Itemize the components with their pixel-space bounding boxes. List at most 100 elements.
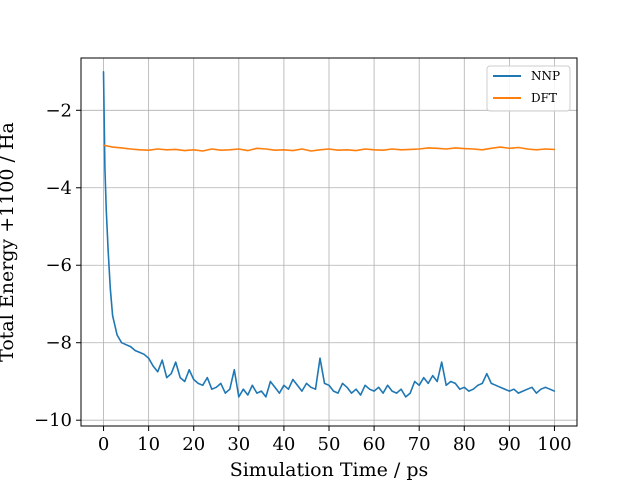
data-point-nnp <box>197 382 199 384</box>
data-point-dft <box>102 144 105 146</box>
data-point-nnp <box>211 388 213 390</box>
data-point-nnp <box>274 386 276 388</box>
data-point-dft <box>184 150 186 152</box>
legend-label-dft: DFT <box>531 91 557 105</box>
legend: NNP DFT <box>486 65 571 112</box>
data-point-dft <box>220 149 222 151</box>
data-point-nnp <box>109 287 111 290</box>
data-point-dft <box>445 148 447 150</box>
data-point-dft <box>382 149 384 151</box>
legend-label-nnp: NNP <box>531 69 560 83</box>
data-point-nnp <box>104 167 106 169</box>
data-point-nnp <box>360 394 362 396</box>
data-point-nnp <box>477 384 479 386</box>
data-point-nnp <box>157 371 159 373</box>
x-tick-label: 90 <box>498 434 521 455</box>
data-point-dft <box>310 150 312 152</box>
x-tick-label: 10 <box>137 434 160 455</box>
data-point-nnp <box>229 388 231 390</box>
data-point-dft <box>112 146 114 148</box>
data-point-dft <box>400 149 402 151</box>
data-point-nnp <box>143 353 145 355</box>
data-point-dft <box>481 149 483 151</box>
data-point-nnp <box>319 357 321 359</box>
data-point-nnp <box>535 392 538 394</box>
data-point-dft <box>490 147 492 149</box>
data-point-dft <box>499 146 501 148</box>
data-point-nnp <box>454 382 456 384</box>
data-point-nnp <box>409 392 411 394</box>
data-point-nnp <box>265 396 267 398</box>
data-point-nnp <box>170 373 172 375</box>
data-point-nnp <box>387 384 389 386</box>
data-point-dft <box>337 149 339 151</box>
data-point-nnp <box>152 365 154 367</box>
data-point-nnp <box>188 369 190 371</box>
data-point-nnp <box>364 384 366 386</box>
data-point-nnp <box>332 390 335 392</box>
data-point-nnp <box>283 384 285 386</box>
data-point-dft <box>436 147 438 149</box>
data-point-dft <box>130 148 132 150</box>
data-point-dft <box>193 149 195 151</box>
data-point-nnp <box>220 382 222 384</box>
data-point-nnp <box>251 384 253 386</box>
data-point-nnp <box>260 390 262 392</box>
data-point-nnp <box>202 384 204 386</box>
data-point-nnp <box>130 346 132 348</box>
data-point-nnp <box>269 380 271 383</box>
data-point-dft <box>139 149 141 151</box>
data-point-nnp <box>450 380 452 383</box>
y-tick-label: −4 <box>45 178 72 199</box>
data-point-dft <box>238 148 240 150</box>
data-point-nnp <box>481 382 483 384</box>
data-point-nnp <box>256 392 258 394</box>
data-point-nnp <box>296 384 298 386</box>
data-point-nnp <box>310 386 312 388</box>
data-point-dft <box>526 148 529 150</box>
data-point-nnp <box>179 377 181 379</box>
data-point-nnp <box>405 396 407 398</box>
data-point-dft <box>166 149 168 151</box>
data-point-dft <box>328 148 330 150</box>
data-point-nnp <box>314 388 317 390</box>
data-point-nnp <box>323 382 326 384</box>
data-point-nnp <box>242 388 244 390</box>
data-point-nnp <box>382 392 384 394</box>
data-point-nnp <box>549 388 551 390</box>
data-point-nnp <box>517 392 520 394</box>
data-point-dft <box>553 148 556 150</box>
data-point-nnp <box>112 315 114 317</box>
data-point-nnp <box>233 369 235 371</box>
x-tick-label: 30 <box>227 434 250 455</box>
x-tick-label: 40 <box>272 434 295 455</box>
y-tick-label: −8 <box>45 333 72 354</box>
data-point-nnp <box>414 380 416 383</box>
data-point-dft <box>283 149 285 151</box>
data-point-nnp <box>540 388 542 390</box>
data-point-nnp <box>337 392 339 394</box>
x-tick-label: 60 <box>363 434 386 455</box>
data-point-nnp <box>184 380 186 383</box>
data-point-dft <box>211 148 213 150</box>
data-point-dft <box>157 148 159 150</box>
data-point-nnp <box>116 334 118 336</box>
data-point-nnp <box>206 377 208 379</box>
data-point-nnp <box>134 349 136 352</box>
data-point-dft <box>364 148 366 150</box>
data-point-dft <box>373 149 375 151</box>
data-point-dft <box>256 147 258 149</box>
data-point-nnp <box>278 392 280 394</box>
data-point-nnp <box>499 386 501 388</box>
data-point-nnp <box>468 390 470 392</box>
data-point-nnp <box>423 377 425 379</box>
data-point-nnp <box>161 359 163 361</box>
data-point-dft <box>175 148 177 150</box>
y-tick-label: −10 <box>34 410 72 431</box>
data-point-nnp <box>378 386 380 388</box>
data-point-nnp <box>544 386 547 388</box>
data-point-nnp <box>391 390 393 392</box>
data-point-dft <box>301 148 303 150</box>
data-point-nnp <box>355 388 357 390</box>
data-point-dft <box>454 147 456 149</box>
